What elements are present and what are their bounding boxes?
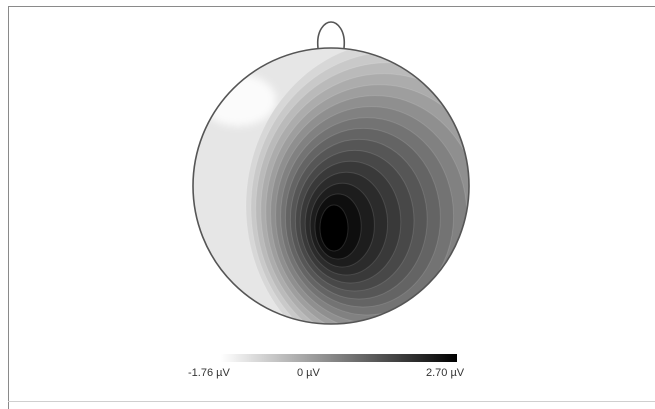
contour-band [319,204,349,252]
nose-outline [316,21,346,49]
head-outline [192,47,470,325]
colorbar-min-label: -1.76 µV [188,367,230,379]
scalp-potential-contours [193,48,469,324]
colorbar-max-label: 2.70 µV [426,367,465,379]
colorbar [221,354,457,362]
frame-bottom-edge [8,401,655,402]
colorbar-mid-label: 0 µV [297,367,320,379]
